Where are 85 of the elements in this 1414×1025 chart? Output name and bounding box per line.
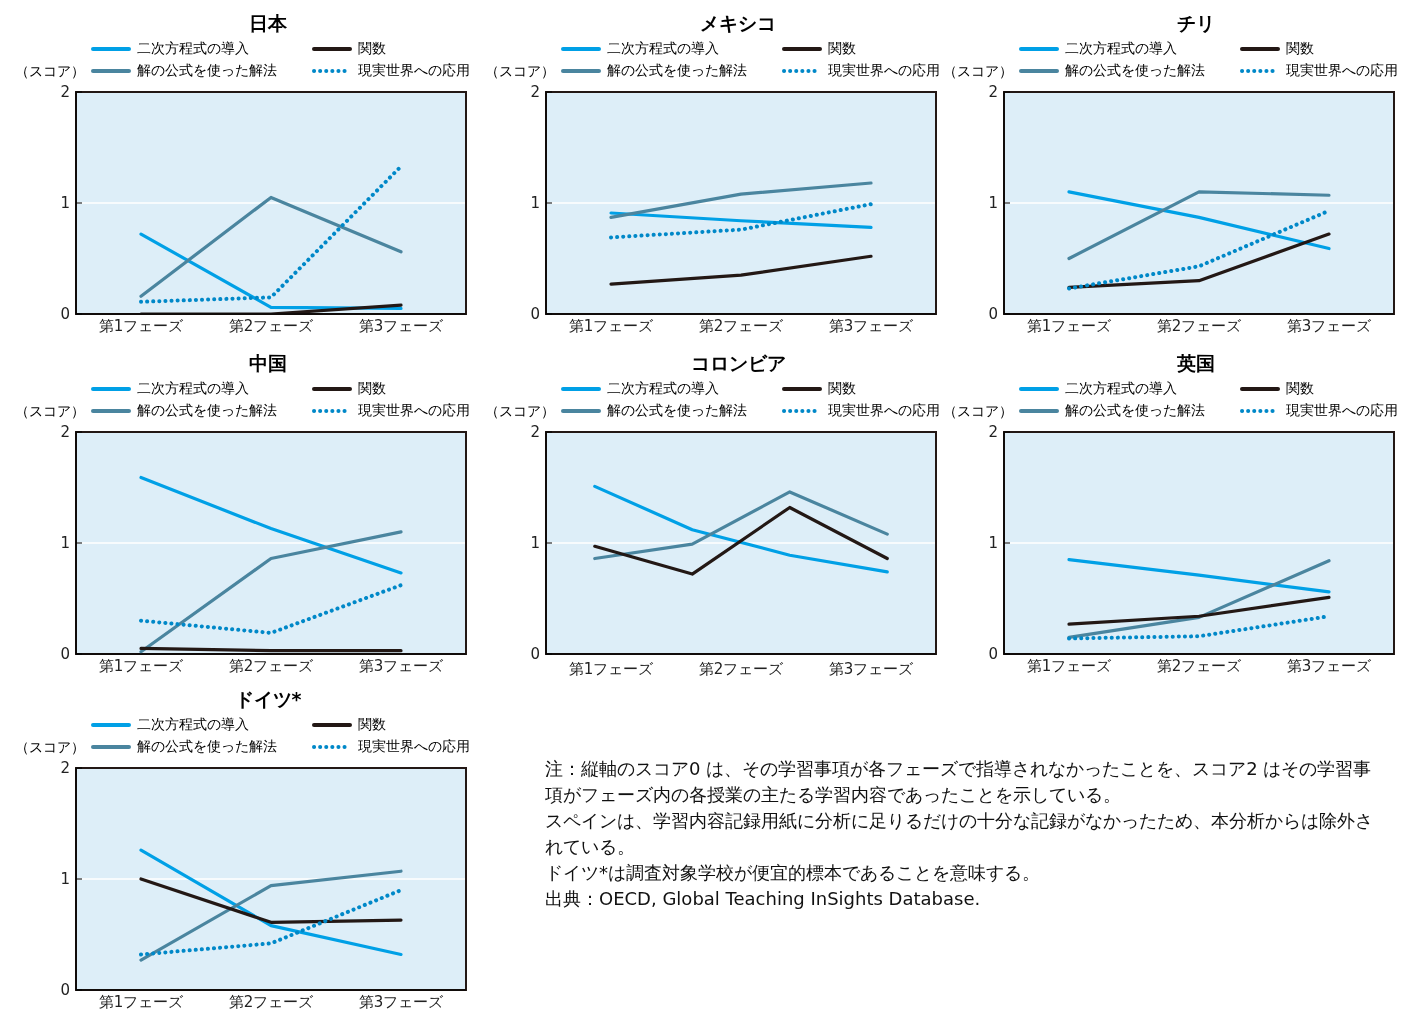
y-axis-title: （スコア） [14, 402, 85, 421]
y-tick-label: 0 [988, 645, 998, 664]
legend-label: 現実世界への応用 [828, 62, 941, 80]
x-tick-label: 第2フェーズ [228, 656, 315, 675]
y-tick-label: 1 [530, 534, 540, 553]
y-axis-title: （スコア） [484, 62, 555, 81]
x-tick-label: 第2フェーズ [1156, 316, 1243, 335]
y-tick-label: 0 [530, 645, 540, 664]
x-tick-label: 第1フェーズ [568, 316, 655, 335]
chart-title: 英国 [1176, 351, 1216, 376]
chart-title: 日本 [248, 11, 288, 36]
y-tick-label: 0 [530, 305, 540, 324]
legend-label: 二次方程式の導入 [137, 40, 249, 58]
legend-label: 関数 [828, 380, 857, 398]
legend-label: 二次方程式の導入 [137, 380, 249, 398]
chart-title: ドイツ* [233, 687, 303, 712]
y-tick-label: 2 [530, 423, 540, 442]
legend-label: 解の公式を使った解法 [1065, 402, 1205, 420]
chart-title: メキシコ [699, 11, 777, 36]
chart-title: 中国 [248, 351, 288, 376]
y-axis-title: （スコア） [14, 738, 85, 757]
legend-label: 現実世界への応用 [828, 402, 941, 420]
legend-label: 解の公式を使った解法 [607, 62, 747, 80]
legend-label: 現実世界への応用 [358, 402, 471, 420]
legend-label: 関数 [358, 380, 387, 398]
legend-label: 二次方程式の導入 [137, 716, 249, 734]
y-tick-label: 1 [60, 534, 70, 553]
text: ドイツ*は調査対象学校が便宜的標本であることを意味する。 [545, 861, 1041, 885]
legend-label: 解の公式を使った解法 [137, 402, 277, 420]
y-tick-label: 0 [60, 981, 70, 1000]
x-tick-label: 第1フェーズ [98, 316, 185, 335]
legend-label: 二次方程式の導入 [607, 380, 719, 398]
x-tick-label: 第2フェーズ [1156, 656, 1243, 675]
x-tick-label: 第3フェーズ [1286, 316, 1373, 335]
y-axis-title: （スコア） [943, 403, 1013, 419]
y-tick-label: 1 [988, 194, 998, 213]
x-tick-label: 第3フェーズ [828, 316, 915, 335]
y-tick-label: 2 [60, 423, 70, 442]
x-tick-label: 第1フェーズ [1026, 656, 1113, 675]
y-tick-label: 1 [60, 194, 70, 213]
legend-label: 現実世界への応用 [1286, 402, 1399, 420]
legend-label: 現実世界への応用 [358, 62, 471, 80]
chart-title: チリ [1176, 11, 1216, 36]
x-tick-label: 第1フェーズ [98, 656, 185, 675]
x-tick-label: 第1フェーズ [1026, 316, 1113, 335]
legend-label: 解の公式を使った解法 [137, 62, 277, 80]
y-tick-label: 2 [988, 423, 998, 442]
x-tick-label: 第2フェーズ [698, 316, 785, 335]
legend-label: 解の公式を使った解法 [607, 402, 747, 420]
legend-label: 解の公式を使った解法 [1065, 62, 1205, 80]
y-tick-label: 1 [988, 534, 998, 553]
x-tick-label: 第3フェーズ [358, 656, 445, 675]
legend-label: 現実世界への応用 [1286, 62, 1399, 80]
y-axis-title: （スコア） [14, 62, 85, 81]
legend-label: 二次方程式の導入 [607, 40, 719, 58]
legend-label: 関数 [828, 40, 857, 58]
x-tick-label: 第2フェーズ [228, 992, 315, 1011]
y-tick-label: 0 [60, 645, 70, 664]
y-tick-label: 2 [988, 83, 998, 102]
legend-label: 関数 [1286, 380, 1315, 398]
y-tick-label: 0 [988, 305, 998, 324]
x-tick-label: 第2フェーズ [228, 316, 315, 335]
x-tick-label: 第1フェーズ [98, 992, 185, 1011]
legend-label: 二次方程式の導入 [1065, 40, 1177, 58]
x-tick-label: 第3フェーズ [1286, 656, 1373, 675]
legend-label: 現実世界への応用 [358, 738, 471, 756]
legend-label: 関数 [1286, 40, 1315, 58]
legend-label: 解の公式を使った解法 [137, 738, 277, 756]
y-tick-label: 1 [60, 870, 70, 889]
source-note: 出典：OECD, Global Teaching InSights Database. [545, 887, 982, 911]
y-tick-label: 2 [60, 83, 70, 102]
legend-label: 二次方程式の導入 [1065, 380, 1177, 398]
legend-label: 関数 [358, 716, 387, 734]
text: スペインは、学習内容記録用紙に分析に足りるだけの十分な記録がなかったため、本分析からは除外されている。 [545, 809, 1374, 859]
y-tick-label: 2 [60, 759, 70, 778]
x-tick-label: 第3フェーズ [358, 992, 445, 1011]
text: 注：縦軸のスコア0 は、その学習事項が各フェーズで指導されなかったことを、スコア2 はその学習事項がフェーズ内の各授業の主たる学習内容であったことを示している。 [545, 757, 1373, 807]
y-tick-label: 1 [530, 194, 540, 213]
chart-title: コロンビア [689, 351, 787, 376]
x-tick-label: 第3フェーズ [358, 316, 445, 335]
y-axis-title: （スコア） [943, 63, 1013, 79]
y-tick-label: 0 [60, 305, 70, 324]
legend-label: 関数 [358, 40, 387, 58]
y-axis-title: （スコア） [484, 402, 555, 421]
y-tick-label: 2 [530, 83, 540, 102]
